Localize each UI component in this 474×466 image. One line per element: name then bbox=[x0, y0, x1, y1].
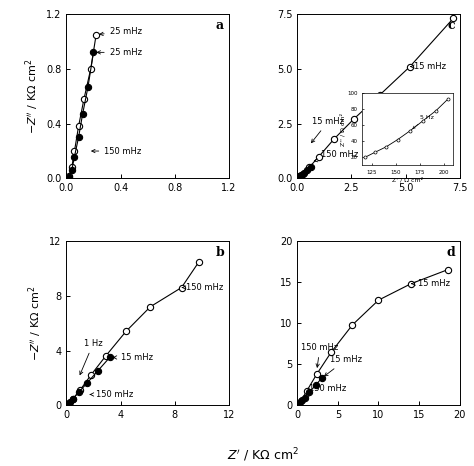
Text: 15 mHz: 15 mHz bbox=[113, 353, 153, 362]
Text: a: a bbox=[216, 19, 224, 32]
Text: c: c bbox=[447, 19, 455, 32]
Y-axis label: $-Z''$ / K$\Omega$ cm$^2$: $-Z''$ / K$\Omega$ cm$^2$ bbox=[23, 58, 41, 134]
Text: 1 Hz: 1 Hz bbox=[80, 339, 102, 375]
Text: 15 mHz: 15 mHz bbox=[311, 117, 345, 143]
Text: 150 mHz: 150 mHz bbox=[182, 283, 223, 292]
Text: 25 mHz: 25 mHz bbox=[100, 27, 142, 36]
Text: 150 mHz: 150 mHz bbox=[92, 146, 142, 156]
Text: 15 mHz: 15 mHz bbox=[325, 355, 362, 376]
Text: 150 mHz: 150 mHz bbox=[301, 343, 338, 367]
Y-axis label: $-Z''$ / K$\Omega$ cm$^2$: $-Z''$ / K$\Omega$ cm$^2$ bbox=[26, 285, 44, 361]
Text: d: d bbox=[446, 246, 455, 259]
Text: 150 mHz: 150 mHz bbox=[90, 390, 133, 399]
Text: $Z'$ / K$\Omega$ cm$^2$: $Z'$ / K$\Omega$ cm$^2$ bbox=[227, 446, 299, 464]
Text: 15 mHz: 15 mHz bbox=[411, 62, 446, 71]
Text: 150 mHz: 150 mHz bbox=[314, 150, 358, 162]
Text: 150 mHz: 150 mHz bbox=[305, 384, 346, 397]
Text: 25 mHz: 25 mHz bbox=[97, 48, 142, 57]
Text: 15 mHz: 15 mHz bbox=[412, 279, 449, 288]
Text: b: b bbox=[215, 246, 224, 259]
